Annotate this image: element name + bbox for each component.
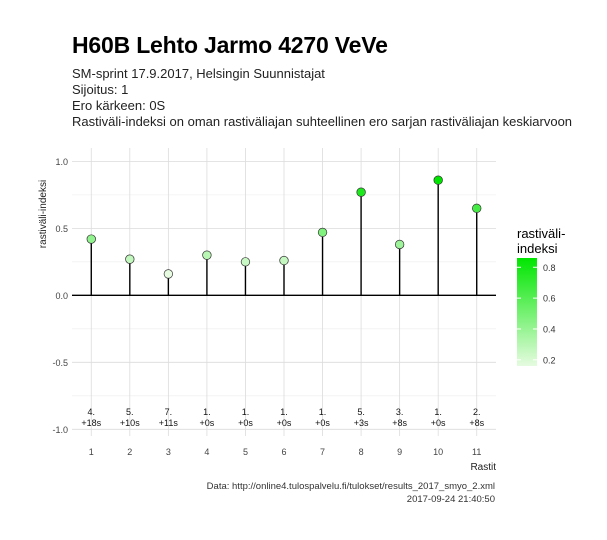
leg-rank-label: 3. xyxy=(396,407,404,417)
time-behind-label: +8s xyxy=(469,418,484,428)
y-tick-label: -1.0 xyxy=(52,425,68,435)
lollipop-point xyxy=(317,227,328,238)
data-marks xyxy=(72,175,496,297)
leg-rank-label: 5. xyxy=(357,407,365,417)
y-tick-label: -0.5 xyxy=(52,358,68,368)
leg-rank-label: 5. xyxy=(126,407,134,417)
chart-title: H60B Lehto Jarmo 4270 VeVe xyxy=(72,32,388,58)
legend-tick-label: 0.4 xyxy=(543,324,556,334)
lollipop-point xyxy=(125,254,135,264)
x-tick-label: 11 xyxy=(472,447,481,457)
lollipop-point xyxy=(356,187,366,197)
y-tick-label: 0.0 xyxy=(55,291,68,301)
x-tick-label: 4 xyxy=(204,447,209,457)
leg-rank-label: 1. xyxy=(434,407,442,417)
data-source-caption: Data: http://online4.tulospalvelu.fi/tul… xyxy=(206,481,495,492)
time-behind-label: +10s xyxy=(120,418,140,428)
y-axis-title: rastiväli-indeksi xyxy=(38,180,49,248)
timestamp-caption: 2017-09-24 21:40:50 xyxy=(406,494,495,505)
x-tick-label: 1 xyxy=(89,447,94,457)
x-tick-label: 3 xyxy=(166,447,171,457)
color-legend: 0.8 0.6 0.4 0.2 xyxy=(517,258,556,366)
time-behind-label: +8s xyxy=(392,418,407,428)
time-behind-label: +0s xyxy=(277,418,292,428)
legend-colorbar xyxy=(517,258,537,366)
lollipop-point xyxy=(202,250,212,260)
grid xyxy=(72,148,496,436)
legend-tick-label: 0.2 xyxy=(543,355,556,365)
subtitle-description: Rastiväli-indeksi on oman rastiväliajan … xyxy=(72,114,573,129)
x-tick-label: 9 xyxy=(397,447,402,457)
x-tick-label: 6 xyxy=(281,447,286,457)
leg-rank-label: 1. xyxy=(319,407,327,417)
leg-rank-label: 1. xyxy=(280,407,288,417)
x-tick-label: 2 xyxy=(127,447,132,457)
legend-tick-label: 0.6 xyxy=(543,294,556,304)
x-tick-label: 8 xyxy=(359,447,364,457)
subtitle-gap: Ero kärkeen: 0S xyxy=(72,98,166,113)
legend-title: rastiväli- indeksi xyxy=(517,226,597,256)
leg-rank-label: 7. xyxy=(165,407,173,417)
lollipop-point xyxy=(472,203,482,213)
legend-tick-label: 0.8 xyxy=(543,263,556,273)
y-tick-label: 1.0 xyxy=(55,157,68,167)
lollipop-point xyxy=(240,257,251,267)
time-behind-label: +0s xyxy=(431,418,446,428)
lollipop-point xyxy=(394,239,405,250)
time-behind-label: +11s xyxy=(159,418,179,428)
time-behind-label: +18s xyxy=(81,418,101,428)
lollipop-point xyxy=(433,175,443,185)
time-behind-label: +0s xyxy=(315,418,330,428)
lollipop-point xyxy=(279,255,289,266)
leg-rank-label: 2. xyxy=(473,407,481,417)
x-tick-label: 5 xyxy=(243,447,248,457)
time-behind-label: +0s xyxy=(238,418,253,428)
legend-title-line1: rastiväli- xyxy=(517,226,566,241)
lollipop-point xyxy=(86,234,96,244)
leg-rank-label: 4. xyxy=(88,407,96,417)
time-behind-label: +0s xyxy=(200,418,215,428)
axes: -1.0 -0.5 0.0 0.5 1.0 1 2 3 4 5 6 7 8 9 10 11 Rastit rast… xyxy=(38,157,496,473)
y-tick-label: 0.5 xyxy=(55,224,68,234)
leg-rank-label: 1. xyxy=(203,407,211,417)
lollipop-point xyxy=(163,269,174,279)
x-tick-label: 7 xyxy=(320,447,325,457)
subtitle-event: SM-sprint 17.9.2017, Helsingin Suunnista… xyxy=(72,66,325,81)
legend-title-line2: indeksi xyxy=(517,241,558,256)
leg-rank-label: 1. xyxy=(242,407,250,417)
x-axis-title: Rastit xyxy=(470,462,496,473)
x-tick-label: 10 xyxy=(433,447,443,457)
time-behind-label: +3s xyxy=(354,418,369,428)
subtitle-placement: Sijoitus: 1 xyxy=(72,82,129,97)
leg-annotations: 4.+18s5.+10s7.+11s1.+0s1.+0s1.+0s1.+0s5.… xyxy=(81,407,484,428)
